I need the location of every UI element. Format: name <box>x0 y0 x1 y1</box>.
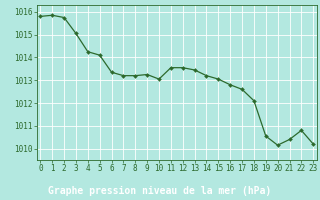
Text: Graphe pression niveau de la mer (hPa): Graphe pression niveau de la mer (hPa) <box>48 186 272 196</box>
